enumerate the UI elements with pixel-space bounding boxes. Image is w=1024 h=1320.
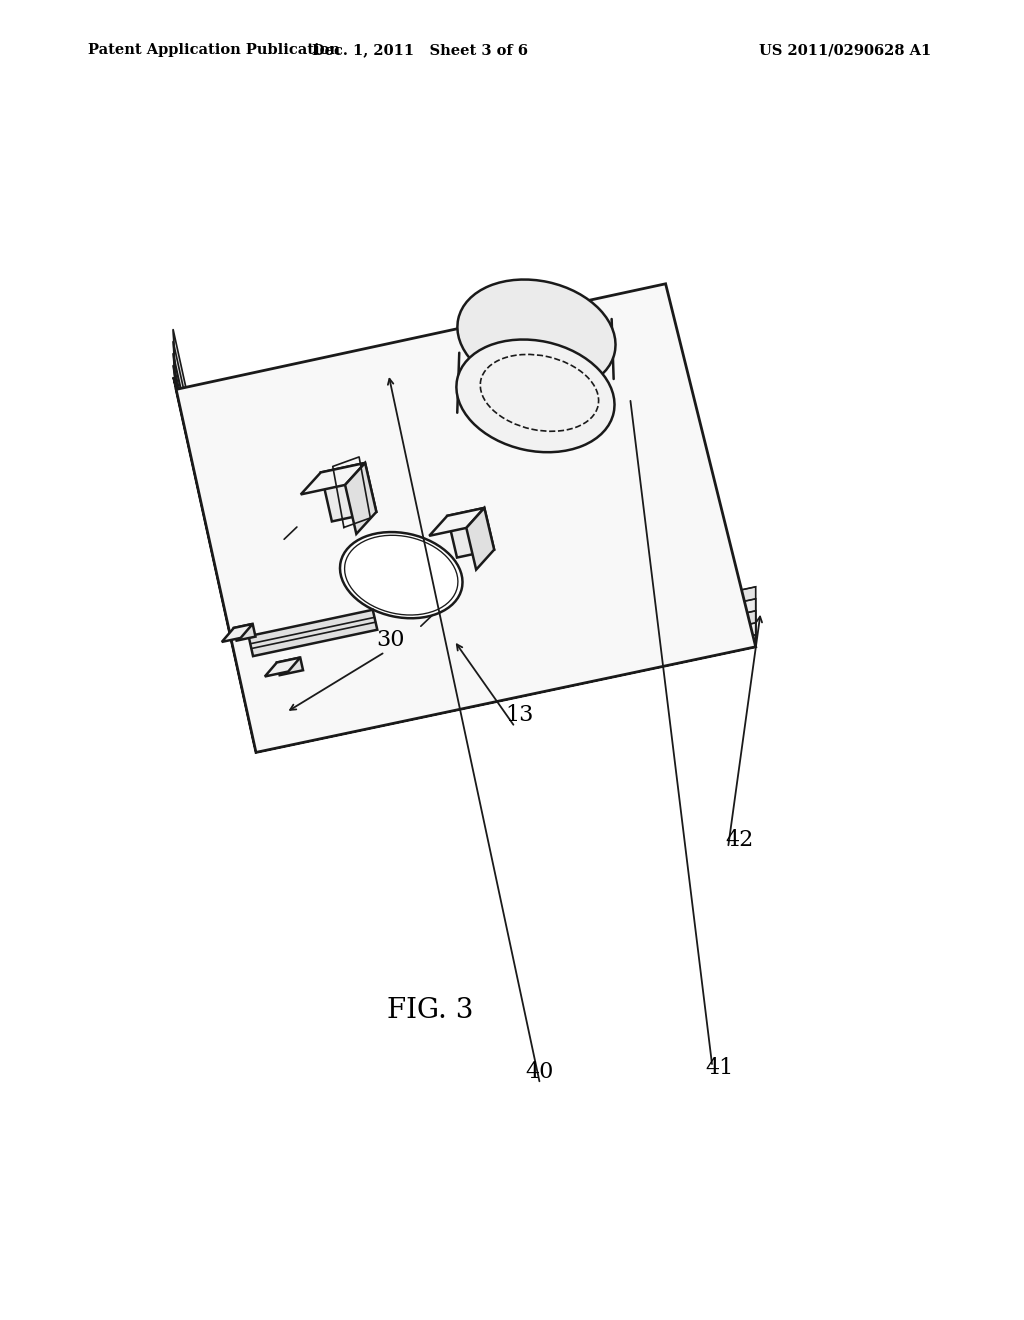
Ellipse shape [457, 339, 614, 453]
Text: 13: 13 [506, 704, 535, 726]
Polygon shape [265, 657, 300, 676]
Text: FIG. 3: FIG. 3 [387, 997, 473, 1023]
Ellipse shape [340, 532, 463, 618]
Text: 30: 30 [376, 630, 404, 651]
Polygon shape [256, 599, 756, 752]
Polygon shape [256, 587, 756, 752]
Polygon shape [429, 508, 484, 536]
Polygon shape [173, 378, 256, 752]
Text: Dec. 1, 2011   Sheet 3 of 6: Dec. 1, 2011 Sheet 3 of 6 [312, 44, 528, 57]
Polygon shape [256, 623, 756, 752]
Ellipse shape [345, 536, 458, 615]
Polygon shape [173, 330, 256, 752]
Polygon shape [173, 342, 256, 752]
Polygon shape [249, 610, 377, 656]
Polygon shape [466, 508, 495, 570]
Polygon shape [321, 463, 377, 521]
Polygon shape [222, 624, 253, 642]
Polygon shape [276, 657, 303, 676]
Polygon shape [176, 284, 756, 752]
Polygon shape [447, 508, 495, 557]
Ellipse shape [458, 280, 615, 392]
Text: 40: 40 [525, 1061, 554, 1082]
Polygon shape [256, 635, 756, 752]
Polygon shape [173, 354, 256, 752]
Text: US 2011/0290628 A1: US 2011/0290628 A1 [759, 44, 931, 57]
Polygon shape [345, 463, 377, 533]
Polygon shape [301, 463, 366, 495]
Text: 42: 42 [726, 829, 754, 851]
Polygon shape [256, 611, 756, 752]
Polygon shape [173, 366, 256, 752]
Polygon shape [233, 624, 255, 640]
Text: 41: 41 [706, 1057, 734, 1078]
Text: Patent Application Publication: Patent Application Publication [88, 44, 340, 57]
